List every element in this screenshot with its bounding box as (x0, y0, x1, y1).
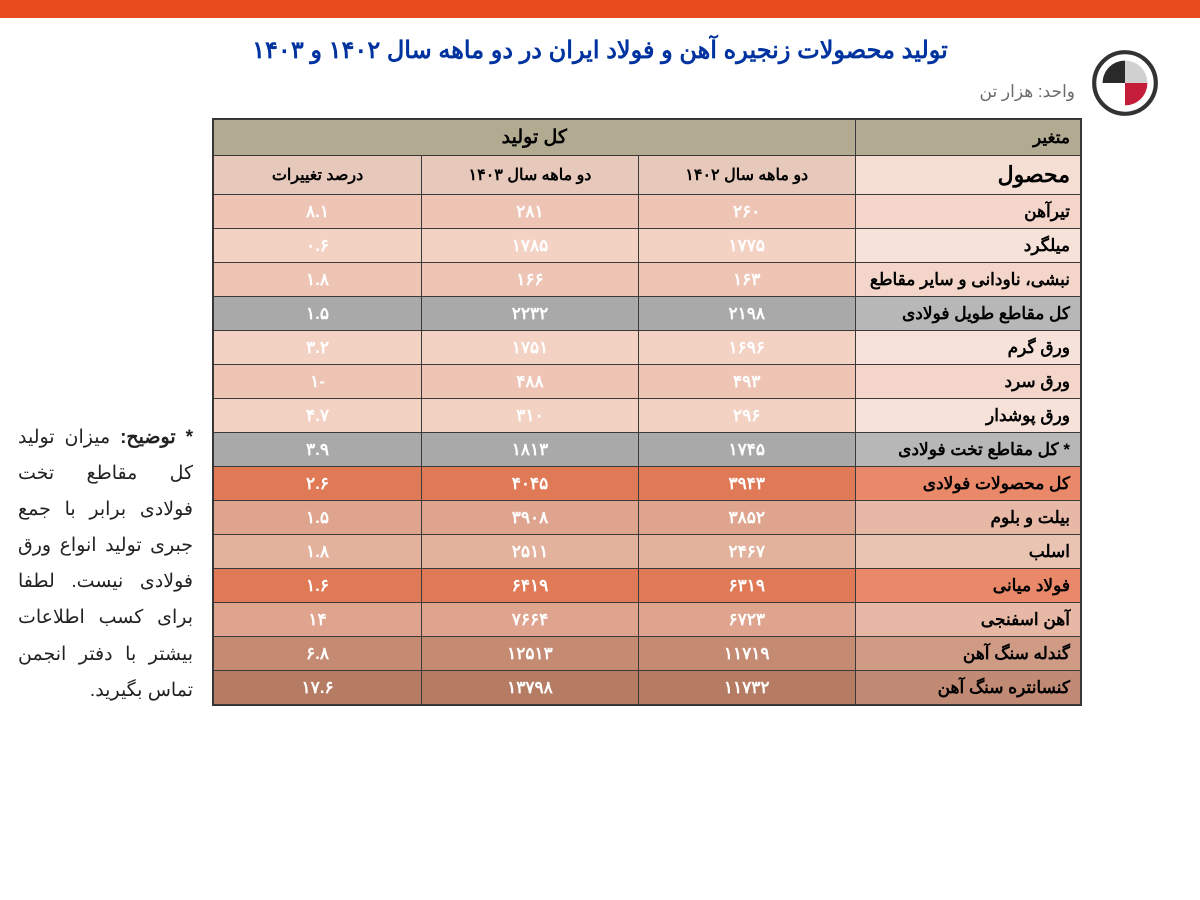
page-title: تولید محصولات زنجیره آهن و فولاد ایران د… (180, 36, 1020, 65)
cell-value: -۱ (214, 365, 422, 399)
cell-value: ۱۲۵۱۳ (422, 637, 639, 671)
table-row: کل محصولات فولادی۳۹۴۳۴۰۴۵۲.۶ (214, 467, 1081, 501)
cell-value: ۱۴ (214, 603, 422, 637)
header-variable: متغیر (855, 120, 1080, 156)
table-row: نبشی، ناودانی و سایر مقاطع۱۶۳۱۶۶۱.۸ (214, 263, 1081, 297)
cell-value: ۱۶۶ (422, 263, 639, 297)
table-row: ورق پوشدار۲۹۶۳۱۰۴.۷ (214, 399, 1081, 433)
cell-value: ۲.۶ (214, 467, 422, 501)
cell-value: ۱۷۵۱ (422, 331, 639, 365)
cell-value: ۲۸۱ (422, 195, 639, 229)
cell-product: بیلت و بلوم (855, 501, 1080, 535)
cell-value: ۱.۶ (214, 569, 422, 603)
top-accent-bar (0, 0, 1200, 18)
cell-product: آهن اسفنجی (855, 603, 1080, 637)
cell-value: ۳.۹ (214, 433, 422, 467)
unit-label: واحد: هزار تن (980, 82, 1075, 102)
cell-value: ۱.۸ (214, 263, 422, 297)
cell-value: ۸.۱ (214, 195, 422, 229)
table-row: کل مقاطع طویل فولادی۲۱۹۸۲۲۳۲۱.۵ (214, 297, 1081, 331)
cell-product: فولاد میانی (855, 569, 1080, 603)
cell-value: ۴۰۴۵ (422, 467, 639, 501)
table-row: فولاد میانی۶۳۱۹۶۴۱۹۱.۶ (214, 569, 1081, 603)
cell-product: کل محصولات فولادی (855, 467, 1080, 501)
cell-value: ۲۱۹۸ (638, 297, 855, 331)
header-row-2: محصول دو ماهه سال ۱۴۰۲ دو ماهه سال ۱۴۰۳ … (214, 156, 1081, 195)
cell-value: ۱۳۷۹۸ (422, 671, 639, 705)
cell-value: ۷۶۶۴ (422, 603, 639, 637)
table-row: ورق گرم۱۶۹۶۱۷۵۱۳.۲ (214, 331, 1081, 365)
cell-product: نبشی، ناودانی و سایر مقاطع (855, 263, 1080, 297)
table-row: تیرآهن۲۶۰۲۸۱۸.۱ (214, 195, 1081, 229)
table-body: تیرآهن۲۶۰۲۸۱۸.۱میلگرد۱۷۷۵۱۷۸۵۰.۶نبشی، نا… (214, 195, 1081, 705)
cell-value: ۳۱۰ (422, 399, 639, 433)
production-table-container: متغیر کل تولید محصول دو ماهه سال ۱۴۰۲ دو… (212, 118, 1082, 706)
cell-value: ۶۴۱۹ (422, 569, 639, 603)
header-product: محصول (855, 156, 1080, 195)
table-row: آهن اسفنجی۶۷۲۳۷۶۶۴۱۴ (214, 603, 1081, 637)
cell-value: ۲۴۶۷ (638, 535, 855, 569)
cell-value: ۱۷۴۵ (638, 433, 855, 467)
cell-value: ۳۹۴۳ (638, 467, 855, 501)
cell-value: ۱.۵ (214, 501, 422, 535)
footnote: * توضیح: میزان تولید کل مقاطع تخت فولادی… (18, 420, 193, 709)
cell-value: ۲۹۶ (638, 399, 855, 433)
cell-value: ۳۹۰۸ (422, 501, 639, 535)
cell-product: ورق پوشدار (855, 399, 1080, 433)
table-row: ورق سرد۴۹۳۴۸۸-۱ (214, 365, 1081, 399)
cell-value: ۲۶۰ (638, 195, 855, 229)
production-table: متغیر کل تولید محصول دو ماهه سال ۱۴۰۲ دو… (213, 119, 1081, 705)
cell-value: ۰.۶ (214, 229, 422, 263)
cell-value: ۱.۵ (214, 297, 422, 331)
footnote-label: * توضیح: (120, 427, 193, 448)
cell-product: * کل مقاطع تخت فولادی (855, 433, 1080, 467)
table-row: بیلت و بلوم۳۸۵۲۳۹۰۸۱.۵ (214, 501, 1081, 535)
cell-product: گندله سنگ آهن (855, 637, 1080, 671)
cell-value: ۴۸۸ (422, 365, 639, 399)
cell-value: ۶۷۲۳ (638, 603, 855, 637)
cell-value: ۱۸۱۳ (422, 433, 639, 467)
header-total-production: کل تولید (214, 120, 856, 156)
table-row: اسلب۲۴۶۷۲۵۱۱۱.۸ (214, 535, 1081, 569)
cell-value: ۶۳۱۹ (638, 569, 855, 603)
header-pct: درصد تغییرات (214, 156, 422, 195)
table-row: گندله سنگ آهن۱۱۷۱۹۱۲۵۱۳۶.۸ (214, 637, 1081, 671)
footnote-text: میزان تولید کل مقاطع تخت فولادی برابر با… (18, 427, 193, 701)
cell-value: ۱۷۷۵ (638, 229, 855, 263)
table-row: * کل مقاطع تخت فولادی۱۷۴۵۱۸۱۳۳.۹ (214, 433, 1081, 467)
header-year1: دو ماهه سال ۱۴۰۲ (638, 156, 855, 195)
cell-value: ۱۶۹۶ (638, 331, 855, 365)
cell-value: ۲۵۱۱ (422, 535, 639, 569)
cell-product: کل مقاطع طویل فولادی (855, 297, 1080, 331)
cell-product: کنسانتره سنگ آهن (855, 671, 1080, 705)
cell-product: میلگرد (855, 229, 1080, 263)
cell-value: ۳.۲ (214, 331, 422, 365)
cell-product: اسلب (855, 535, 1080, 569)
table-row: کنسانتره سنگ آهن۱۱۷۳۲۱۳۷۹۸۱۷.۶ (214, 671, 1081, 705)
cell-value: ۱۶۳ (638, 263, 855, 297)
table-row: میلگرد۱۷۷۵۱۷۸۵۰.۶ (214, 229, 1081, 263)
cell-value: ۱۷۸۵ (422, 229, 639, 263)
cell-value: ۶.۸ (214, 637, 422, 671)
cell-product: ورق سرد (855, 365, 1080, 399)
cell-value: ۴۹۳ (638, 365, 855, 399)
header-year2: دو ماهه سال ۱۴۰۳ (422, 156, 639, 195)
cell-value: ۱۷.۶ (214, 671, 422, 705)
cell-value: ۱۱۷۱۹ (638, 637, 855, 671)
org-logo (1090, 48, 1160, 118)
cell-value: ۱۱۷۳۲ (638, 671, 855, 705)
cell-value: ۲۲۳۲ (422, 297, 639, 331)
cell-value: ۱.۸ (214, 535, 422, 569)
cell-product: ورق گرم (855, 331, 1080, 365)
cell-product: تیرآهن (855, 195, 1080, 229)
header-row-1: متغیر کل تولید (214, 120, 1081, 156)
cell-value: ۳۸۵۲ (638, 501, 855, 535)
cell-value: ۴.۷ (214, 399, 422, 433)
